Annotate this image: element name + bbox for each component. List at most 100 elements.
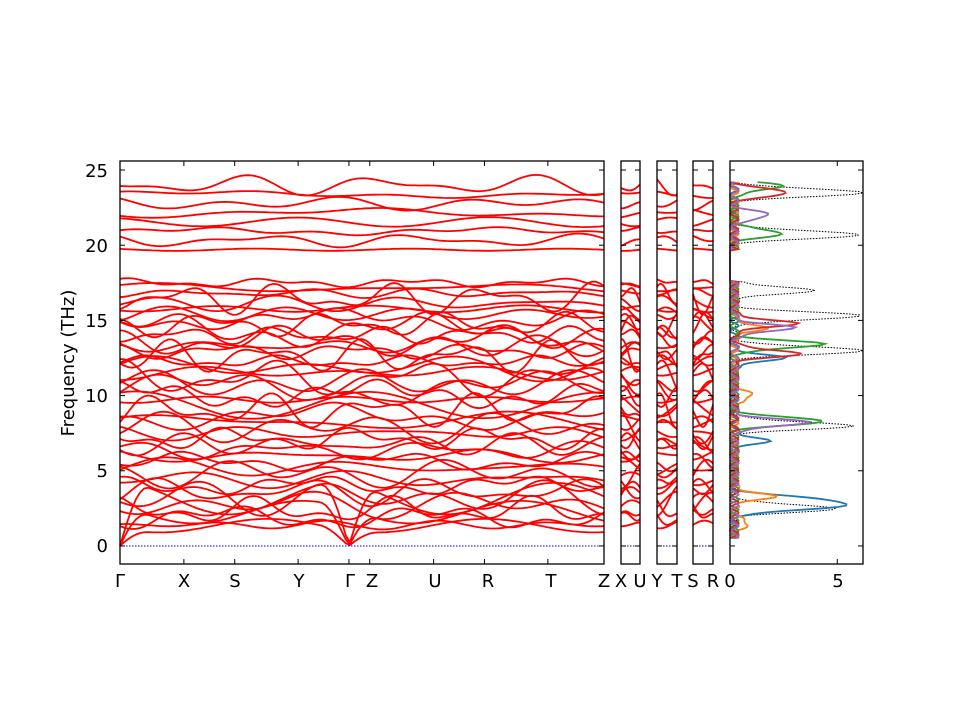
band-line — [620, 432, 641, 451]
band-line — [692, 184, 714, 190]
kpoint-label: Z — [598, 571, 610, 592]
band-line — [656, 371, 678, 377]
band-line — [656, 309, 678, 313]
dos-curves — [728, 181, 864, 540]
band-line — [621, 463, 641, 490]
kpoint-label: R — [707, 571, 720, 592]
y-tick-label: 20 — [85, 236, 108, 257]
kpoint-label: U — [428, 571, 441, 592]
band-line — [620, 450, 641, 463]
dos-x-tick-label: 5 — [832, 571, 843, 592]
band-line — [692, 436, 714, 455]
band-line — [621, 521, 640, 528]
band-line — [692, 194, 713, 199]
band-line — [692, 354, 714, 367]
band-line — [692, 450, 714, 461]
band-line — [620, 499, 641, 507]
band-line — [620, 341, 641, 355]
kpoint-label: X — [615, 571, 627, 592]
band-line — [656, 485, 678, 517]
band-line — [119, 294, 605, 313]
band-line — [119, 216, 605, 229]
band-line — [119, 475, 605, 496]
kpoint-label: Z — [366, 571, 378, 592]
band-line — [692, 404, 714, 428]
band-line — [119, 354, 605, 367]
acoustic-band-line — [119, 481, 605, 547]
band-line — [119, 450, 605, 473]
band-line — [656, 199, 678, 208]
band-line — [693, 228, 714, 232]
band-line — [620, 365, 641, 373]
band-line — [620, 486, 641, 494]
band-line — [119, 342, 605, 361]
band-line — [621, 226, 640, 232]
band-line — [693, 279, 714, 285]
band-line — [119, 458, 605, 490]
band-line — [620, 238, 640, 247]
band-line — [692, 379, 714, 393]
band-line — [656, 438, 678, 450]
band-line — [656, 348, 678, 361]
band-line — [692, 430, 714, 445]
band-line — [620, 223, 641, 228]
band-line — [620, 314, 641, 332]
band-line — [656, 278, 677, 284]
band-line — [692, 484, 714, 495]
band-line — [693, 286, 714, 290]
band-line — [620, 379, 641, 392]
band-line — [656, 444, 678, 450]
band-line — [119, 307, 605, 332]
band-line — [656, 430, 678, 438]
band-line — [620, 297, 640, 312]
band-line — [693, 247, 714, 252]
band-line — [656, 343, 678, 349]
band-line — [693, 397, 714, 404]
y-tick-label: 10 — [85, 386, 108, 407]
band-line — [119, 390, 605, 420]
band-line — [119, 325, 605, 346]
band-line — [692, 343, 713, 360]
band-line — [119, 282, 605, 293]
band-line — [119, 305, 605, 323]
band-line — [692, 218, 714, 227]
band-line — [656, 235, 678, 244]
acoustic-band-line — [119, 499, 605, 547]
band-line — [620, 282, 640, 288]
band-line — [692, 298, 713, 309]
band-line — [119, 425, 605, 442]
band-line — [620, 373, 641, 396]
y-tick-label: 25 — [85, 161, 108, 182]
band-line — [119, 173, 605, 197]
band-line — [620, 471, 641, 477]
band-line — [119, 207, 604, 219]
kpoint-label: Γ — [115, 571, 125, 592]
y-tick-label: 5 — [97, 461, 108, 482]
band-line — [119, 477, 605, 508]
acoustic-band-line — [119, 518, 605, 547]
band-line — [620, 385, 641, 407]
panel-frame — [692, 160, 714, 565]
kpoint-label: U — [633, 571, 646, 592]
band-line — [119, 277, 605, 289]
band-line — [119, 391, 605, 429]
panel-3-band-lines — [692, 184, 714, 547]
band-line — [656, 379, 678, 401]
band-line — [656, 403, 678, 419]
kpoint-label: X — [178, 571, 190, 592]
dos-x-tick-label: 0 — [724, 571, 735, 592]
band-line — [656, 178, 678, 197]
band-line — [119, 280, 605, 316]
band-line — [692, 308, 714, 313]
band-line — [621, 289, 641, 295]
kpoint-label: S — [687, 571, 698, 592]
band-line — [620, 406, 641, 417]
band-line — [119, 410, 605, 445]
band-line — [620, 328, 641, 339]
kpoint-label: T — [545, 571, 558, 592]
band-line — [656, 350, 678, 368]
band-line — [692, 315, 714, 331]
band-line — [119, 287, 605, 299]
band-line — [620, 411, 641, 443]
